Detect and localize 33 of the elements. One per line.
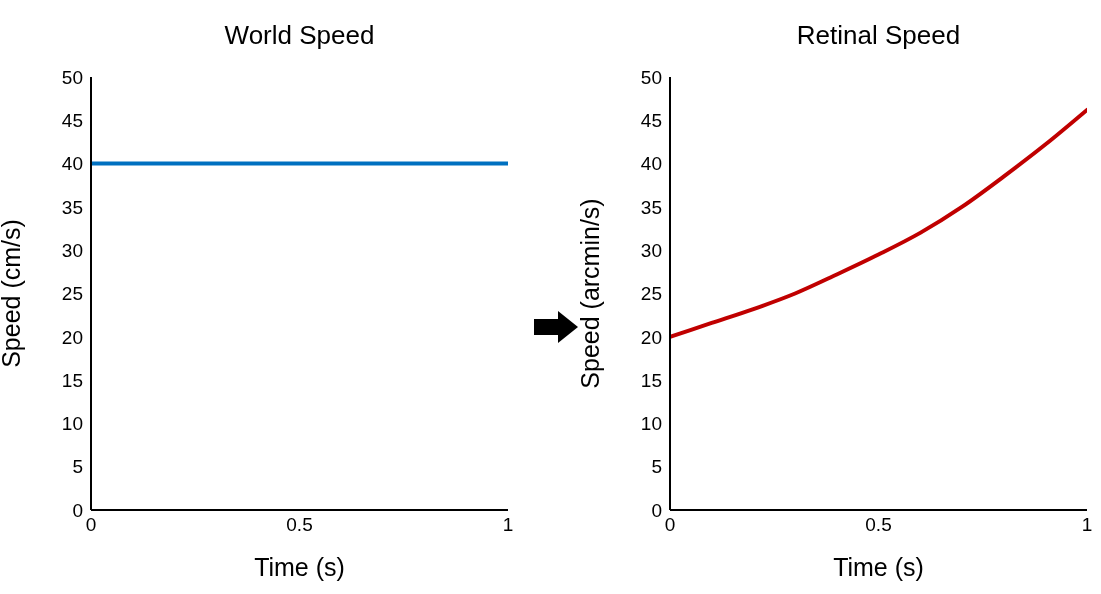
y-tick-label: 10 (61, 413, 83, 435)
y-tick-label: 0 (651, 499, 662, 521)
y-tick-label: 15 (61, 369, 83, 391)
y-tick-label: 45 (640, 110, 662, 132)
x-tick-label: 1 (502, 514, 514, 536)
y-axis-title: Speed (arcmin/s) (575, 198, 604, 389)
x-tick-label: 0.5 (286, 514, 313, 536)
y-tick-label: 20 (61, 326, 83, 348)
y-tick-label: 50 (640, 66, 662, 88)
y-tick-label: 5 (72, 456, 83, 478)
chart-title: World Speed (223, 20, 376, 51)
y-tick-label: 35 (61, 196, 83, 218)
line-series (670, 107, 1087, 339)
y-axis-title: Speed (cm/s) (0, 219, 25, 368)
y-tick-label: 25 (61, 283, 83, 305)
x-axis-title: Time (s) (254, 553, 345, 581)
x-tick-label: 0.5 (865, 514, 892, 536)
y-tick-label: 25 (640, 283, 662, 305)
y-tick-label: 0 (72, 499, 83, 521)
chart-title: Retinal Speed (795, 20, 962, 51)
y-tick-label: 30 (61, 239, 83, 261)
y-tick-label: 35 (640, 196, 662, 218)
y-tick-label: 15 (640, 369, 662, 391)
y-tick-label: 40 (61, 153, 83, 175)
y-tick-label: 20 (640, 326, 662, 348)
y-tick-label: 40 (640, 153, 662, 175)
y-tick-label: 10 (640, 413, 662, 435)
x-tick-label: 1 (1081, 514, 1093, 536)
y-tick-label: 45 (61, 110, 83, 132)
y-tick-label: 30 (640, 239, 662, 261)
y-tick-label: 50 (61, 66, 83, 88)
y-tick-label: 5 (651, 456, 662, 478)
x-axis-title: Time (s) (833, 553, 924, 581)
